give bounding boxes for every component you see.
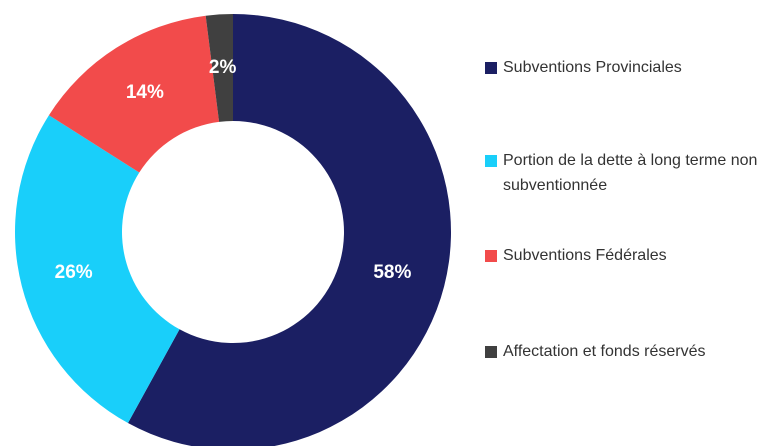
- legend-label: Portion de la dette à long terme non sub…: [503, 152, 758, 194]
- legend-swatch: [485, 62, 497, 74]
- legend-label: Affectation et fonds réservés: [503, 343, 706, 360]
- legend-swatch: [485, 250, 497, 262]
- legend-label: Subventions Fédérales: [503, 247, 667, 264]
- data-label: 26%: [55, 262, 93, 283]
- donut-slice: [205, 14, 233, 122]
- data-label: 14%: [126, 82, 164, 103]
- legend-item: Subventions Provinciales: [485, 55, 682, 80]
- legend-item: Affectation et fonds réservés: [485, 339, 705, 364]
- legend-item: Subventions Fédérales: [485, 243, 667, 268]
- donut-slice: [48, 15, 220, 173]
- data-label: 58%: [373, 262, 411, 283]
- legend-swatch: [485, 346, 497, 358]
- legend-swatch: [485, 155, 497, 167]
- donut-slice: [127, 14, 451, 446]
- data-label: 2%: [209, 57, 237, 78]
- legend-item: Portion de la dette à long terme non sub…: [485, 148, 784, 198]
- legend-label: Subventions Provinciales: [503, 59, 682, 76]
- donut-slice: [14, 115, 180, 424]
